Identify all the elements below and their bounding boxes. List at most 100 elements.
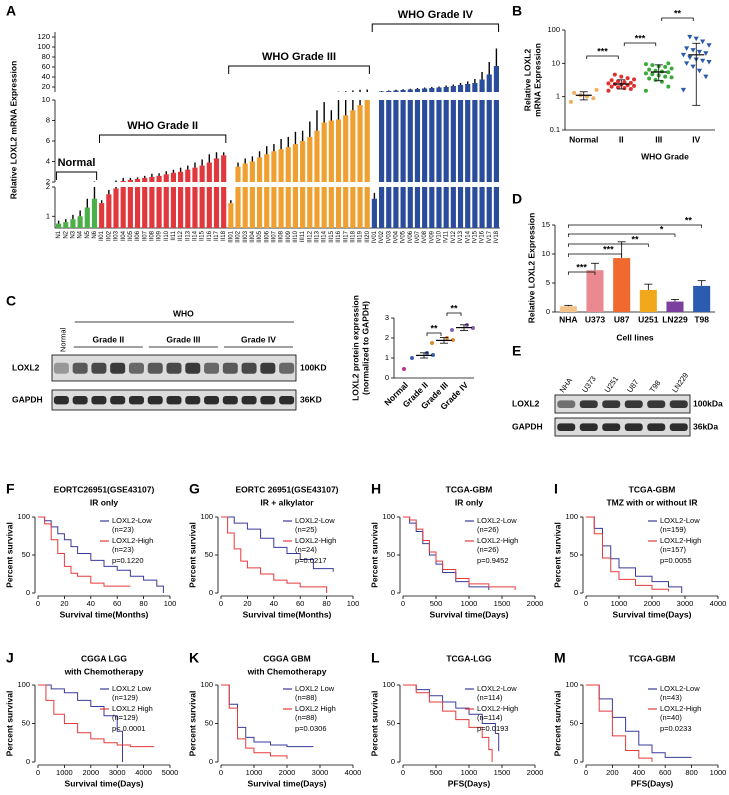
bar [185, 169, 191, 182]
survival-curve [38, 684, 155, 748]
bar [472, 83, 478, 92]
y-tick-label: 1 [556, 92, 560, 101]
x-tick-label: 2000 [644, 599, 661, 608]
chart-title: TCGA-GBM [629, 484, 676, 494]
point [690, 48, 696, 53]
x-tick-label: N3 [71, 230, 77, 238]
point [650, 72, 655, 77]
blot-band [624, 400, 643, 408]
point [666, 61, 671, 66]
bar [429, 187, 435, 228]
legend-label: LOXL2 High [295, 704, 336, 713]
legend-count: (n=23) [112, 545, 134, 554]
bar [314, 130, 320, 182]
bar [407, 89, 413, 92]
bar [393, 100, 399, 182]
x-tick-label: 800 [685, 768, 698, 777]
p-value: p=0.1220 [112, 556, 144, 565]
bar [264, 154, 270, 182]
x-axis-label: Survival time(Days) [248, 778, 327, 788]
bar [393, 187, 399, 228]
bar [307, 136, 313, 182]
legend-label: LOXL2 High [112, 704, 153, 713]
point [650, 63, 655, 68]
chart-title: CGGA LGG [81, 653, 127, 663]
x-tick-label: IV12 [451, 230, 457, 243]
p-value: p=0.0055 [660, 556, 692, 565]
panel-letter: G [189, 481, 200, 497]
x-tick-label: 80 [322, 599, 330, 608]
y-axis-label: (normalized to GAPDH) [360, 301, 370, 395]
point [622, 86, 627, 91]
x-tick-label: N6 [92, 230, 98, 238]
x-axis-label: PFS(Days) [448, 778, 491, 788]
survival-curve [221, 516, 328, 593]
x-axis-label: Cell lines [616, 332, 654, 342]
bar [378, 187, 385, 228]
x-tick-label: 0 [36, 768, 40, 777]
blot-band [204, 362, 220, 374]
x-tick-label: III18 [350, 230, 356, 242]
y-tick-label: 20 [42, 82, 50, 91]
sig-label: *** [603, 244, 614, 254]
group-label: WHO Grade III [262, 51, 336, 63]
x-tick-label: N1 [56, 230, 62, 238]
group-label: WHO Grade II [127, 120, 198, 132]
blot-band [128, 396, 144, 405]
x-tick-label: 0 [584, 599, 588, 608]
bar [213, 158, 220, 182]
panel-letter: A [6, 3, 16, 19]
x-tick-label: 2000 [279, 768, 296, 777]
blot-band [204, 396, 220, 405]
x-tick-label: IV16 [480, 230, 486, 243]
x-tick-label: 100 [347, 599, 360, 608]
point [680, 87, 687, 93]
legend-count: (n=129) [112, 713, 139, 722]
legend-count: (n=25) [295, 525, 317, 534]
bar [249, 187, 255, 228]
x-tick-label: III17 [343, 230, 349, 242]
bar [493, 187, 499, 228]
blot-band [669, 400, 688, 408]
point [693, 36, 699, 42]
chart-title: EORTC 26951(GSE43107) [236, 484, 339, 494]
legend-label: LOXL2-High [295, 536, 336, 545]
blot-band [91, 396, 107, 405]
bar [350, 110, 356, 182]
blot-band [647, 400, 666, 408]
blot-band [579, 400, 598, 408]
x-tick-label: 1500 [494, 768, 511, 777]
x-tick-label: 500 [430, 768, 443, 777]
y-tick-label: 0 [26, 588, 30, 597]
bar [271, 187, 277, 228]
legend-count: (n=88) [295, 713, 317, 722]
bar [450, 100, 456, 182]
y-tick-label: 100 [382, 512, 395, 521]
x-tick-label: 2000 [527, 768, 544, 777]
y-tick-label: 60 [42, 62, 50, 71]
y-tick-label: 40 [42, 72, 50, 81]
sig-bracket [446, 312, 462, 316]
blot-band [110, 362, 126, 374]
y-tick-label: 5 [546, 278, 550, 287]
chart-title: IR only [90, 497, 119, 507]
x-tick-label: 2000 [82, 768, 99, 777]
point [680, 52, 687, 58]
bar [493, 66, 499, 92]
x-tick-label: 5000 [162, 768, 179, 777]
y-tick-label: 3 [385, 313, 389, 322]
p-value: p=0.0233 [660, 724, 692, 733]
x-tick-label: 0 [36, 599, 40, 608]
legend-label: LOXL2-Low [112, 516, 152, 525]
x-tick-label: 0 [219, 599, 223, 608]
x-tick-label: 1000 [461, 768, 478, 777]
panel-letter: B [512, 3, 522, 19]
y-tick-label: 15 [542, 220, 550, 229]
panel-letter: K [189, 650, 199, 666]
point [659, 79, 664, 84]
bar [328, 120, 334, 182]
bar [142, 187, 148, 228]
y-axis-label: Percent survival [552, 691, 562, 757]
y-tick-label: 100 [382, 680, 395, 689]
x-axis-label: PFS(Days) [631, 778, 674, 788]
